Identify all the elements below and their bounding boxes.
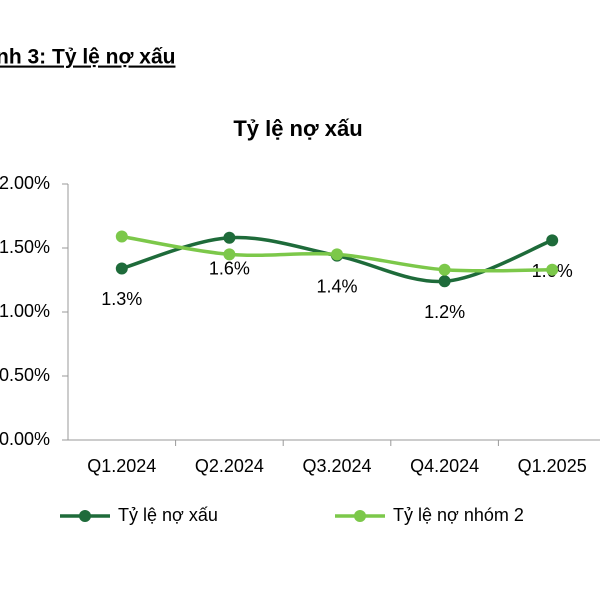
point (223, 248, 236, 261)
x-tick-label: Q4.2024 (410, 456, 479, 476)
point (546, 263, 559, 276)
y-tick-label: 0.50% (0, 365, 50, 385)
point (115, 262, 128, 275)
point (438, 263, 451, 276)
point (331, 248, 343, 261)
heading: Hình 3: Tỷ lệ nợ xấu (0, 46, 175, 69)
y-tick-label: 0.00% (0, 429, 50, 449)
y-tick-label: 1.50% (0, 237, 50, 257)
x-tick-label: Q3.2024 (302, 456, 371, 476)
data-label: 1.3% (101, 289, 142, 309)
legend-marker (79, 510, 91, 522)
chart-title: Tỷ lệ nợ xấu (233, 116, 362, 141)
legend-label: Tỷ lệ nợ xấu (118, 505, 218, 525)
data-label: 1.4% (316, 276, 357, 296)
data-label: 1.6% (209, 259, 250, 279)
data-label: 1.2% (424, 302, 465, 322)
point (223, 231, 236, 244)
point (115, 230, 128, 243)
point (546, 234, 559, 247)
legend-marker (354, 510, 366, 522)
legend-label: Tỷ lệ nợ nhóm 2 (393, 505, 524, 525)
y-tick-label: 2.00% (0, 173, 50, 193)
x-tick-label: Q2.2024 (195, 456, 264, 476)
x-tick-label: Q1.2024 (87, 456, 156, 476)
x-tick-label: Q1.2025 (518, 456, 587, 476)
point (438, 275, 451, 288)
y-tick-label: 1.00% (0, 301, 50, 321)
